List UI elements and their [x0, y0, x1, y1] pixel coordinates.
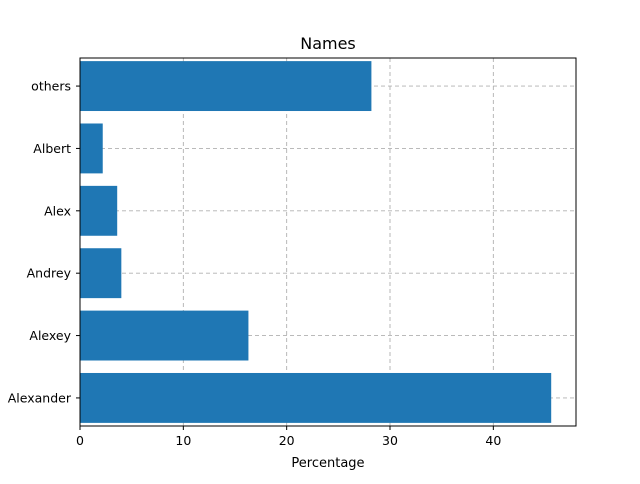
y-tick-label: others — [31, 79, 71, 94]
x-tick-label: 20 — [279, 433, 295, 448]
y-tick-label: Andrey — [27, 266, 72, 281]
bar-andrey — [80, 248, 122, 299]
x-tick-label: 10 — [175, 433, 191, 448]
x-tick-label: 40 — [485, 433, 501, 448]
y-tick-label: Alexey — [29, 328, 71, 343]
bars — [80, 61, 552, 423]
plot-frame — [79, 57, 577, 427]
grid — [79, 58, 576, 426]
chart-title: Names — [300, 34, 356, 53]
bar-alex — [80, 185, 118, 236]
y-tick-label: Alex — [44, 203, 71, 218]
x-axis-label: Percentage — [291, 456, 364, 471]
x-tick-label: 30 — [382, 433, 398, 448]
y-tick-label: Alexander — [8, 390, 72, 405]
ticks: 0 10 20 30 40 Alexander Alexey Andrey Alex Albert… — [8, 79, 502, 448]
bar-alexey — [80, 310, 249, 361]
bar-alexander — [80, 372, 552, 423]
bar-albert — [80, 123, 103, 174]
y-tick-label: Albert — [33, 141, 71, 156]
x-tick-label: 0 — [76, 433, 84, 448]
bar-others — [80, 61, 372, 112]
